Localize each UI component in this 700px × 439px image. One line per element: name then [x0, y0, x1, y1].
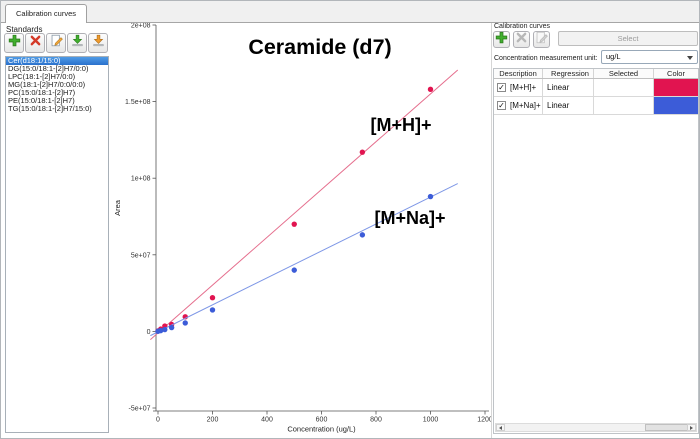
curve-row[interactable]: ✓ [M+H]+ Linear	[494, 79, 698, 97]
edit-curve-button[interactable]	[533, 31, 550, 48]
column-header-regression[interactable]: Regression	[543, 69, 594, 78]
curves-panel: Calibration curves Select Concentration …	[492, 23, 699, 438]
green-down-arrow-icon	[71, 34, 84, 52]
scroll-left-button[interactable]	[496, 424, 505, 431]
curves-table-header: Description Regression Selected Color	[494, 69, 698, 79]
plus-icon	[8, 34, 21, 52]
curve-regression: Linear	[543, 97, 594, 114]
standards-list-item[interactable]: PE(15:0/18:1-[2]H7)	[8, 96, 75, 105]
horizontal-scrollbar[interactable]	[495, 423, 697, 432]
svg-text:200: 200	[207, 417, 219, 424]
standards-list-item[interactable]: Cer(d18:1/15:0)	[6, 57, 108, 65]
standards-panel: Standards Cer(d18:1/15:0) DG(15:0/18:1-[2…	[1, 23, 111, 438]
svg-text:[M+Na]+: [M+Na]+	[374, 208, 445, 228]
delete-curve-button[interactable]	[513, 31, 530, 48]
x-icon	[29, 34, 42, 52]
svg-text:0: 0	[156, 417, 160, 424]
svg-text:800: 800	[370, 417, 382, 424]
standards-list-item[interactable]: PC(15:0/18:1-[2]H7)	[8, 88, 76, 97]
standards-list-item[interactable]: MG(18:1-[2]H7/0:0/0:0)	[8, 80, 86, 89]
curve-selected	[594, 79, 654, 96]
unit-value: ug/L	[606, 52, 621, 61]
curve-checkbox[interactable]: ✓	[497, 83, 506, 92]
pencil-page-icon	[50, 34, 63, 52]
svg-text:Area: Area	[113, 199, 122, 216]
svg-text:2e+08: 2e+08	[131, 23, 151, 30]
pencil-page-icon-disabled	[535, 31, 548, 49]
svg-text:400: 400	[261, 417, 273, 424]
export-standards-button[interactable]	[88, 33, 108, 53]
svg-text:Ceramide (d7): Ceramide (d7)	[248, 35, 391, 59]
svg-text:-5e+07: -5e+07	[129, 406, 151, 413]
svg-text:1000: 1000	[423, 417, 439, 424]
svg-text:600: 600	[316, 417, 328, 424]
plus-icon	[495, 31, 508, 49]
orange-down-arrow-icon	[92, 34, 105, 52]
svg-text:1e+08: 1e+08	[131, 176, 151, 183]
curves-title: Calibration curves	[494, 23, 551, 30]
standards-title: Standards	[6, 25, 43, 34]
tab-label: Calibration curves	[16, 9, 77, 18]
curve-checkbox[interactable]: ✓	[497, 101, 506, 110]
scroll-right-button[interactable]	[687, 424, 696, 431]
x-icon-disabled	[515, 31, 528, 49]
curve-selected	[594, 97, 654, 114]
svg-text:0: 0	[147, 329, 151, 336]
standards-list-item[interactable]: LPC(18:1-[2]H7/0:0)	[8, 72, 76, 81]
edit-standard-button[interactable]	[46, 33, 66, 53]
svg-text:Concentration (ug/L): Concentration (ug/L)	[287, 425, 356, 434]
standards-list: Cer(d18:1/15:0) DG(15:0/18:1-[2]H7/0:0) LP…	[5, 56, 109, 433]
scrollbar-thumb[interactable]	[645, 424, 690, 431]
standards-list-item[interactable]: DG(15:0/18:1-[2]H7/0:0)	[8, 64, 89, 73]
delete-standard-button[interactable]	[25, 33, 45, 53]
curve-description: [M+H]+	[510, 83, 537, 92]
unit-dropdown[interactable]: ug/L	[601, 50, 698, 64]
add-curve-button[interactable]	[493, 31, 510, 48]
tab-bar: Calibration curves	[1, 1, 699, 23]
curve-regression: Linear	[543, 79, 594, 96]
column-header-color[interactable]: Color	[667, 69, 685, 78]
panel-divider	[491, 23, 492, 438]
add-standard-button[interactable]	[4, 33, 24, 53]
standards-list-item[interactable]: TG(15:0/18:1-[2]H7/15:0)	[8, 104, 92, 113]
svg-text:5e+07: 5e+07	[131, 252, 151, 259]
curves-toolbar	[493, 31, 550, 48]
curves-table-body: ✓ [M+H]+ Linear ✓ [M+Na]+ Linear	[494, 79, 698, 115]
svg-text:1200: 1200	[477, 417, 493, 424]
svg-text:[M+H]+: [M+H]+	[370, 115, 431, 135]
right-arrow-icon	[690, 425, 695, 430]
column-header-description[interactable]: Description	[494, 69, 543, 78]
column-header-selected[interactable]: Selected	[594, 69, 654, 78]
unit-label: Concentration measurement unit:	[494, 55, 598, 62]
import-standards-button[interactable]	[67, 33, 87, 53]
svg-text:1.5e+08: 1.5e+08	[125, 99, 151, 106]
chevron-down-icon	[687, 56, 693, 60]
standards-toolbar	[4, 33, 108, 53]
calibration-chart: -5e+07 0 5e+07 1e+08 1.5e+08 2e+08 0 200 400 600 8…	[109, 23, 494, 438]
tab-calibration-curves[interactable]: Calibration curves	[5, 4, 88, 23]
color-swatch[interactable]	[654, 97, 698, 114]
color-swatch[interactable]	[654, 79, 698, 96]
select-button[interactable]: Select	[558, 31, 698, 46]
curve-description: [M+Na]+	[510, 101, 541, 110]
curves-table: Description Regression Selected Color ✓ [M+H…	[493, 68, 699, 434]
left-arrow-icon	[497, 425, 502, 430]
curve-row[interactable]: ✓ [M+Na]+ Linear	[494, 97, 698, 115]
